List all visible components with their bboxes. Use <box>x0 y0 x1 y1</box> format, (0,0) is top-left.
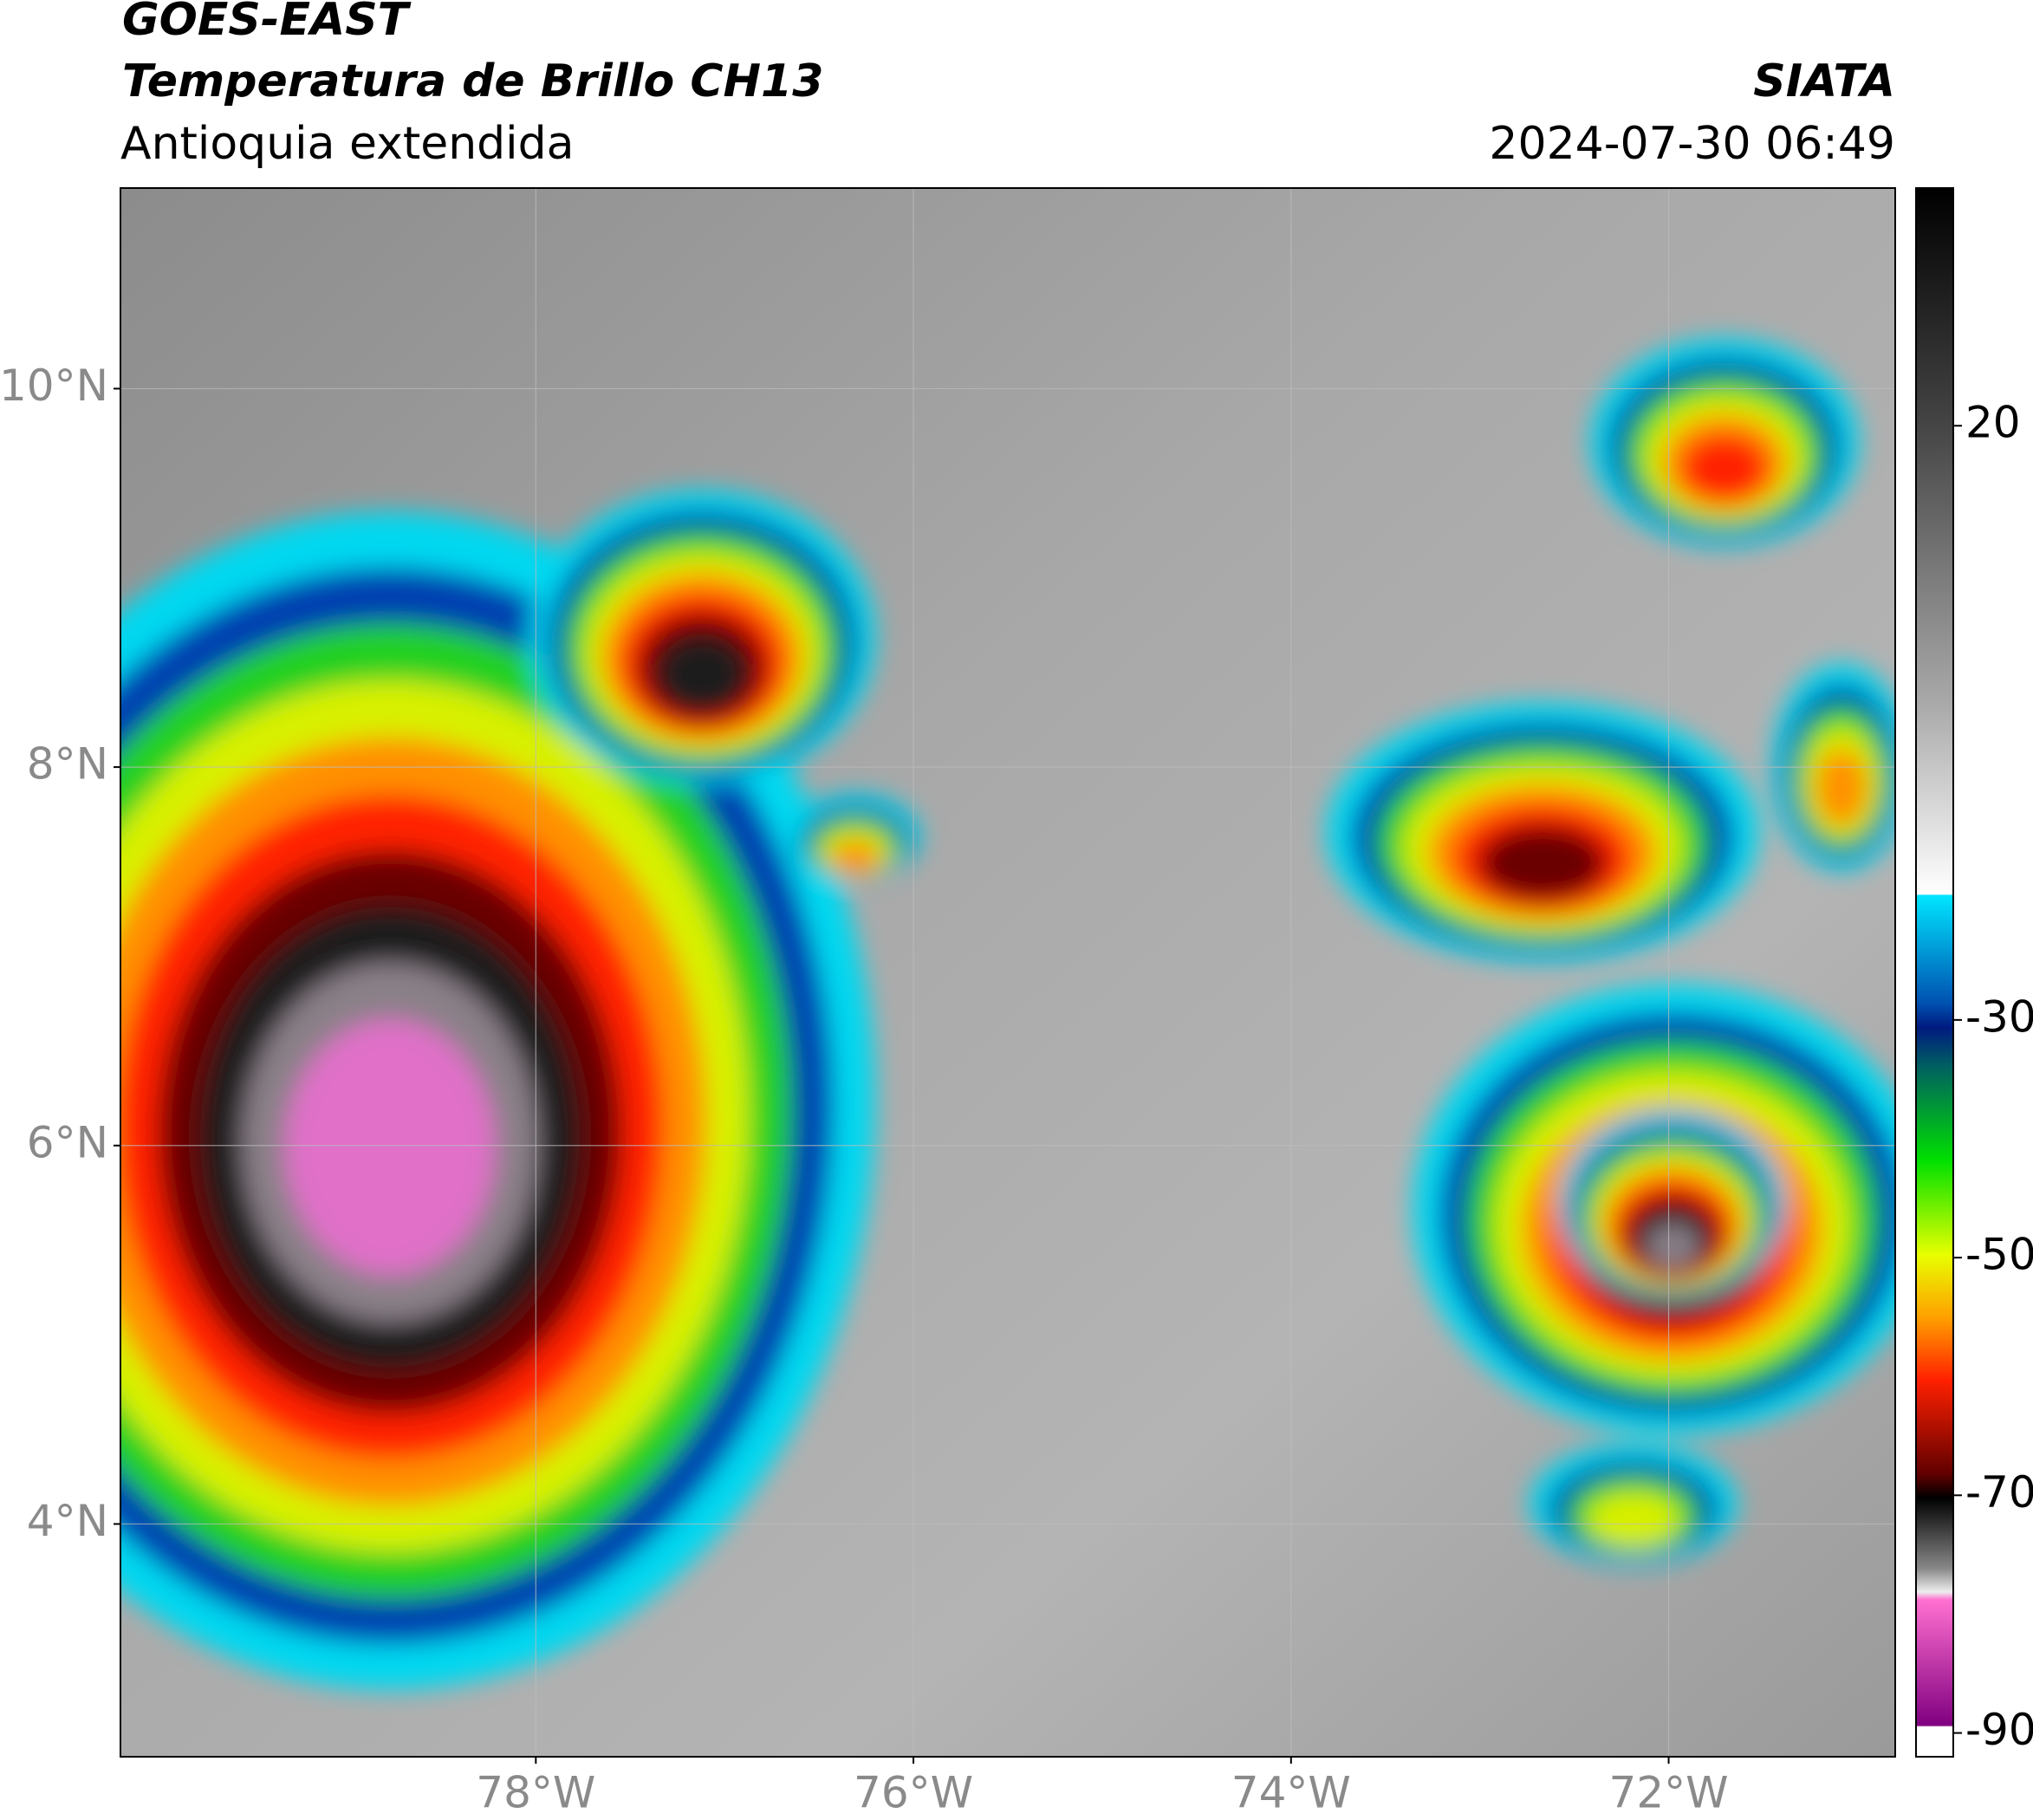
cloud <box>284 1019 496 1276</box>
y-tick-label: 4°N <box>27 1496 108 1546</box>
y-tick-label: 8°N <box>27 739 108 790</box>
cloud <box>1679 433 1770 503</box>
x-tick-label: 74°W <box>1231 1768 1351 1818</box>
cloud <box>1815 747 1868 829</box>
x-tick-label: 78°W <box>476 1768 595 1818</box>
y-tick-label: 6°N <box>27 1117 108 1167</box>
source: SIATA <box>1753 55 1895 107</box>
map-frame <box>120 187 1896 1758</box>
cloud-layer <box>120 338 1895 1690</box>
colorbar-tick-label: 20 <box>1965 398 2021 448</box>
colorbar-tick-label: -50 <box>1965 1230 2033 1280</box>
cloud <box>1478 824 1607 902</box>
title: GOES-EAST <box>122 0 412 46</box>
y-tick-label: 10°N <box>0 361 108 411</box>
colorbar-tick-label: -90 <box>1965 1705 2033 1755</box>
grid <box>120 188 1895 1757</box>
colorbar-tick-label: -70 <box>1965 1467 2033 1518</box>
cloud <box>656 634 748 712</box>
cloud <box>1646 1223 1699 1270</box>
x-tick-label: 76°W <box>854 1768 973 1818</box>
region: Antioquia extendida <box>120 118 575 170</box>
subtitle: Temperatura de Brillo CH13 <box>122 55 823 107</box>
cloud <box>830 840 880 874</box>
cloud <box>1586 1492 1681 1547</box>
datetime: 2024-07-30 06:49 <box>1489 118 1895 170</box>
colorbar-tick-label: -30 <box>1965 991 2033 1042</box>
colorbar <box>1915 187 1954 1758</box>
x-tick-label: 72°W <box>1609 1768 1729 1818</box>
